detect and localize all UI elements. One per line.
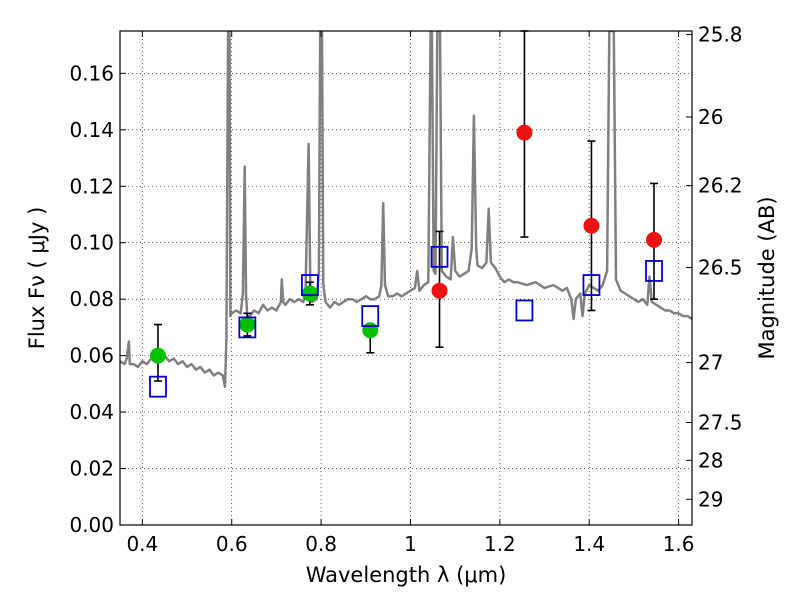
y2-tick-label: 26.2	[698, 174, 743, 198]
y2-tick-label: 27.5	[698, 411, 743, 435]
data-points-layer	[149, 30, 663, 398]
model-photometry-square	[582, 274, 601, 296]
model-photometry-square	[149, 375, 167, 398]
x-axis-label: Wavelength λ (μm)	[306, 563, 507, 587]
model-spectrum-layer	[120, 31, 692, 388]
y2-tick-label: 29	[698, 487, 723, 511]
red-data-point	[431, 282, 448, 299]
x-tick-label: 0.4	[126, 532, 158, 556]
y-axis-label: Flux Fν ( μJy )	[25, 207, 49, 350]
y-tick-label: 0.10	[69, 231, 114, 255]
model-photometry-square	[430, 245, 449, 268]
y-tick-label: 0.14	[69, 118, 114, 142]
x-tick-label: 1.6	[663, 532, 695, 556]
y-tick-label: 0.00	[69, 513, 114, 537]
green-data-point	[301, 285, 318, 302]
model-photometry-square	[301, 274, 319, 296]
green-data-point	[149, 347, 166, 364]
x-tick-label: 1.4	[573, 532, 605, 556]
y2-tick-label: 26.5	[698, 256, 743, 280]
red-data-point	[646, 231, 663, 248]
red-data-point	[583, 217, 600, 234]
x-tick-label: 1	[404, 532, 417, 556]
y2-axis-label: Magnitude (AB)	[755, 196, 779, 359]
y2-tick-label: 25.8	[698, 22, 743, 46]
y-tick-label: 0.12	[69, 174, 114, 198]
plot-frame	[119, 30, 693, 526]
y-tick-label: 0.02	[69, 457, 114, 481]
grid	[120, 31, 692, 526]
model-photometry-square	[515, 299, 534, 322]
green-data-point	[239, 316, 256, 333]
y2-tick-label: 27	[698, 351, 723, 375]
y-tick-label: 0.04	[69, 400, 114, 424]
y-tick-label: 0.08	[69, 287, 114, 311]
model-photometry-square	[645, 260, 663, 282]
ticks: 0.4 0.6 0.8 1 1.2 1.4 1.6 0.00 0.02 0.04 0.06 0.08 0…	[69, 22, 742, 556]
model-spectrum-line	[120, 31, 692, 388]
green-data-point	[362, 322, 379, 339]
y-tick-label: 0.06	[69, 344, 114, 368]
model-photometry-square	[361, 305, 380, 328]
y2-tick-label: 26	[698, 105, 723, 129]
red-data-point	[516, 124, 533, 141]
x-tick-label: 0.6	[216, 532, 248, 556]
y2-tick-label: 28	[698, 448, 723, 472]
x-tick-label: 0.8	[305, 532, 337, 556]
x-tick-label: 1.2	[484, 532, 516, 556]
model-photometry-square	[238, 316, 257, 339]
y-tick-label: 0.16	[69, 61, 114, 85]
